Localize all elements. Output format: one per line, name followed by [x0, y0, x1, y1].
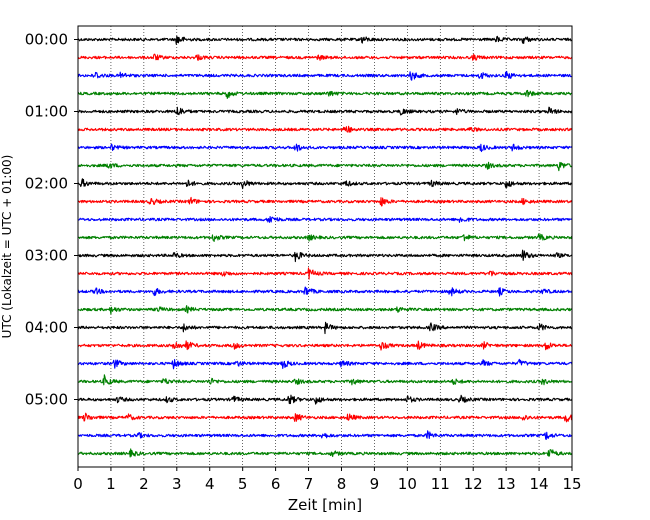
x-tick-label: 4 — [205, 475, 215, 493]
trace-line — [77, 143, 573, 153]
trace-line — [77, 161, 573, 172]
x-tick-label: 5 — [238, 475, 248, 493]
trace-line — [77, 216, 573, 223]
x-tick-label: 0 — [73, 475, 83, 493]
trace-line — [77, 125, 573, 133]
trace-line — [77, 286, 573, 297]
x-tick-label: 11 — [431, 475, 450, 493]
trace-line — [77, 35, 573, 45]
x-tick-label: 6 — [271, 475, 281, 493]
trace-line — [77, 448, 573, 458]
x-tick-label: 10 — [398, 475, 417, 493]
trace-line — [77, 106, 573, 116]
y-axis-label: UTC (Lokalzeit = UTC + 01:00) — [0, 155, 14, 339]
trace-line — [77, 233, 573, 242]
y-tick-label: 05:00 — [25, 391, 68, 409]
trace-line — [77, 305, 573, 315]
trace-line — [77, 340, 573, 351]
trace-group — [77, 35, 573, 458]
trace-line — [77, 70, 573, 81]
x-tick-label: 14 — [530, 475, 549, 493]
trace-line — [77, 196, 573, 207]
x-tick-label: 9 — [370, 475, 380, 493]
x-tick-label: 7 — [304, 475, 314, 493]
x-tick-label: 2 — [139, 475, 149, 493]
x-tick-label: 15 — [562, 475, 581, 493]
x-axis: 0 1 2 3 4 5 6 7 8 9 10 11 12 13 14 15 — [73, 467, 582, 493]
trace-line — [77, 89, 573, 99]
y-tick-label: 02:00 — [25, 175, 68, 193]
y-axis: 00:00 01:00 02:00 03:00 04:00 05:00 — [25, 31, 78, 409]
trace-line — [77, 267, 573, 280]
y-tick-label: 00:00 — [25, 31, 68, 49]
trace-line — [77, 394, 573, 405]
trace-line — [77, 53, 573, 61]
x-tick-label: 12 — [464, 475, 483, 493]
x-axis-label: Zeit [min] — [288, 496, 362, 514]
trace-line — [77, 412, 573, 423]
trace-line — [77, 374, 573, 386]
x-tick-label: 3 — [172, 475, 182, 493]
trace-line — [77, 430, 573, 440]
trace-line — [77, 321, 573, 335]
y-tick-label: 03:00 — [25, 247, 68, 265]
y-tick-label: 01:00 — [25, 103, 68, 121]
trace-line — [77, 249, 573, 263]
plot-frame — [77, 25, 573, 468]
x-tick-label: 1 — [106, 475, 116, 493]
y-tick-label: 04:00 — [25, 319, 68, 337]
x-tick-label: 8 — [337, 475, 347, 493]
trace-line — [77, 178, 573, 190]
x-tick-label: 13 — [497, 475, 516, 493]
trace-line — [77, 358, 573, 370]
